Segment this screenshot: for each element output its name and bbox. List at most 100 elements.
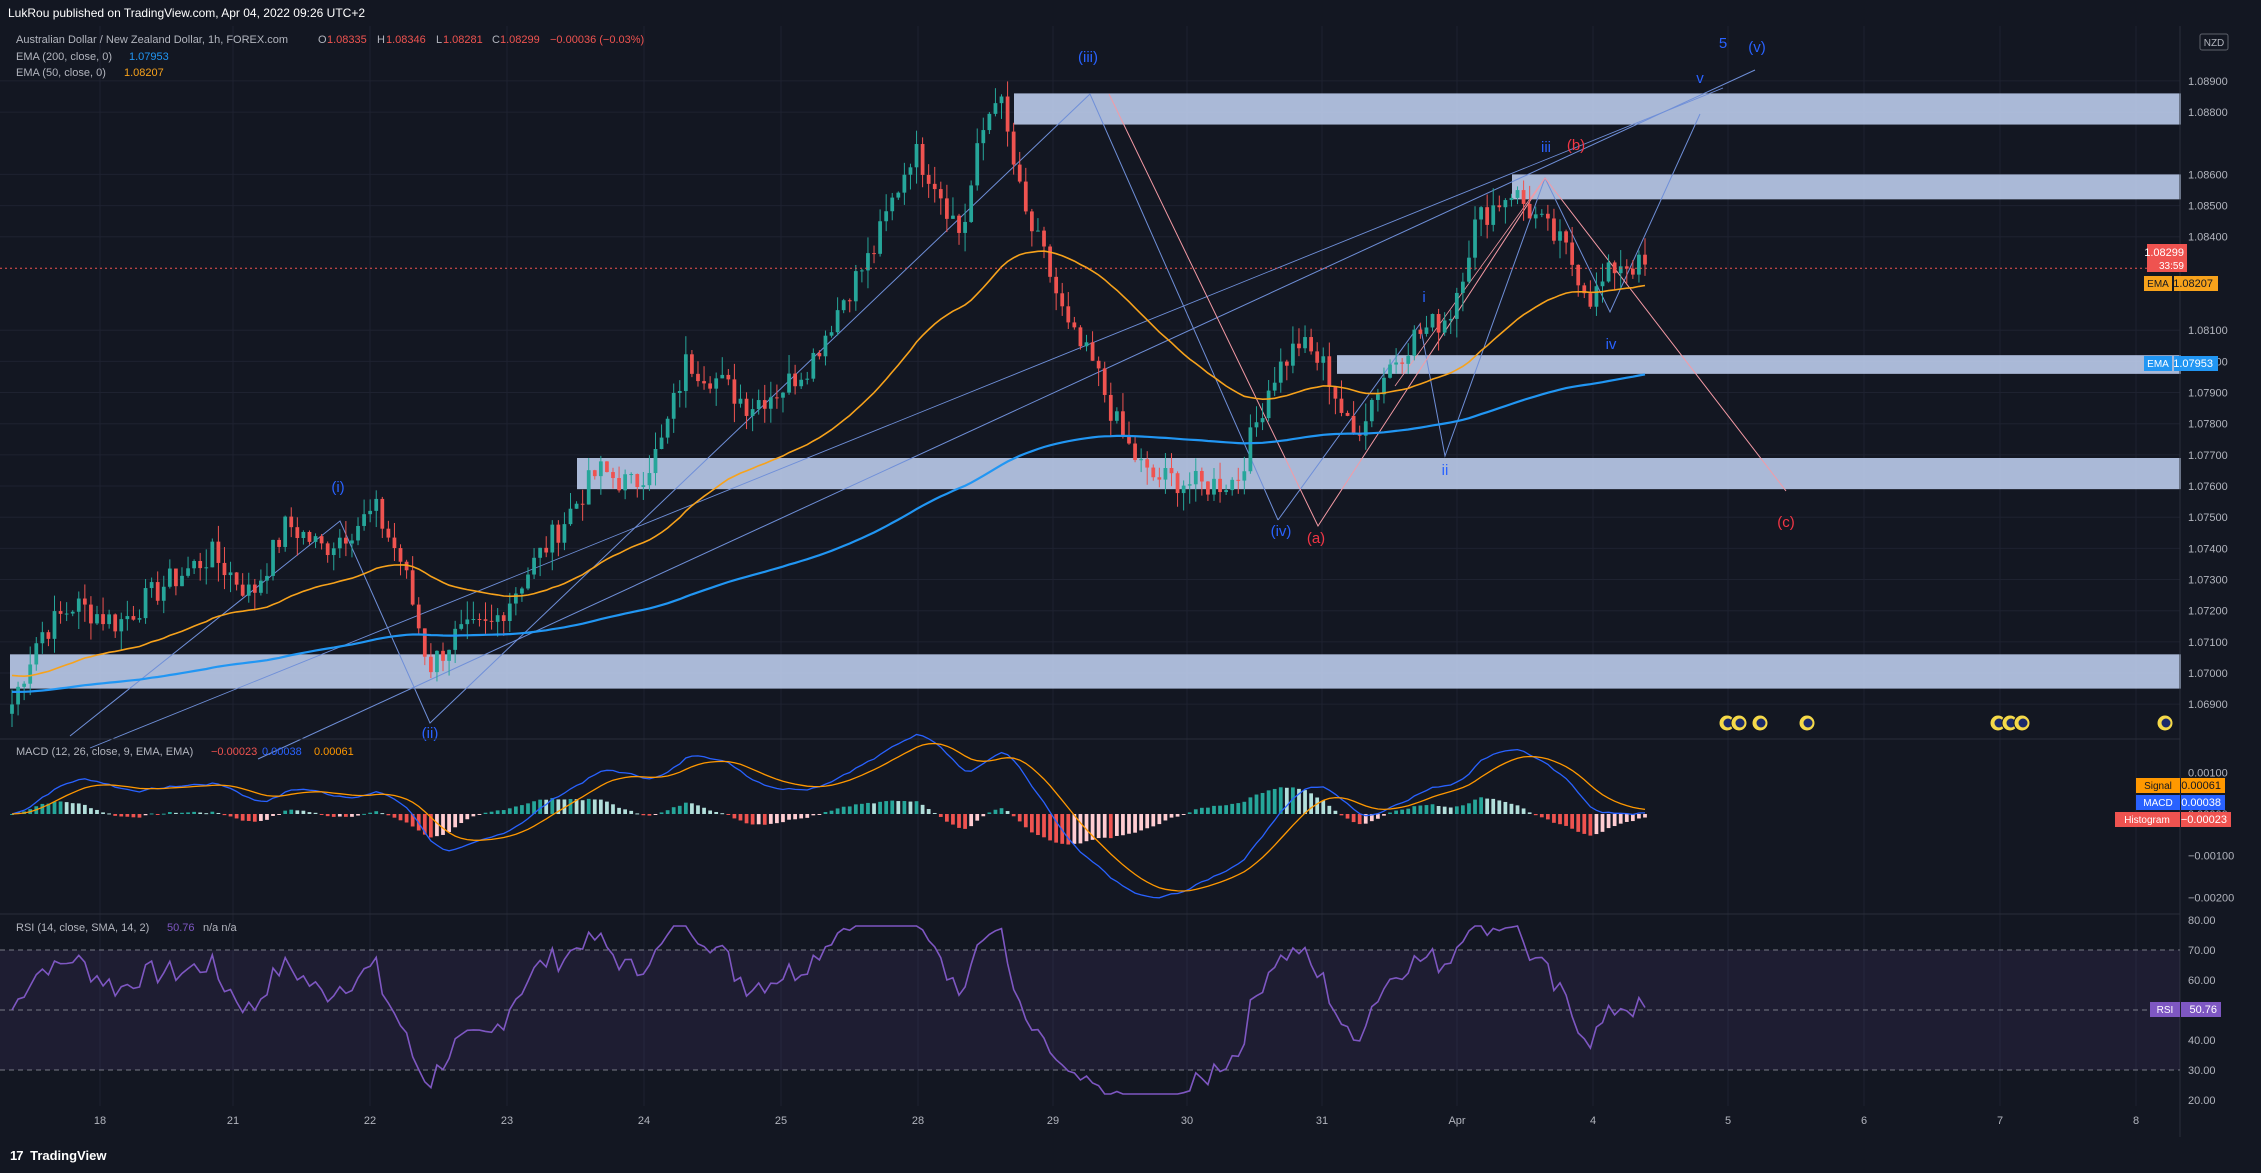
candle-body (1503, 200, 1508, 208)
candle-body (1527, 203, 1532, 219)
candle-body (422, 628, 427, 657)
legend-c-label: C (492, 34, 500, 46)
candle-body (149, 582, 154, 589)
macd-hist-bar (1017, 814, 1022, 822)
rsi-tag-label: RSI (2157, 1005, 2174, 1016)
macd-hist-bar (1127, 814, 1131, 834)
time-tick: 28 (912, 1115, 924, 1127)
legend-macd-label[interactable]: MACD (12, 26, close, 9, EMA, EMA) (16, 746, 193, 758)
time-tick: 29 (1047, 1115, 1059, 1127)
price-tick: 1.08500 (2188, 201, 2228, 213)
macd-hist-bar (993, 809, 998, 814)
macd-hist-bar (1382, 814, 1386, 816)
macd-hist-bar (1388, 812, 1392, 814)
macd-line (11, 733, 1646, 899)
candle-body (653, 449, 658, 474)
wave-correction-2 (1394, 177, 1546, 387)
macd-hist-bar (465, 814, 470, 820)
macd-hist-bar (720, 813, 725, 815)
legend-macd-signal: 0.00061 (314, 746, 354, 758)
macd-hist-bar (829, 810, 834, 814)
legend-o: 1.08335 (327, 34, 367, 46)
macd-hist-bar (756, 814, 761, 825)
candle-body (1291, 343, 1295, 366)
macd-signal-tag: Signal 0.00061 (2136, 778, 2225, 793)
macd-hist-bar (853, 804, 858, 814)
macd-hist-bar (350, 814, 354, 817)
candle-body (313, 536, 318, 542)
candle-body (987, 113, 992, 131)
candle-body (1206, 481, 1210, 495)
macd-hist-bar (1582, 814, 1587, 834)
candle-body (1345, 412, 1350, 416)
candle-body (1630, 268, 1635, 275)
macd-hist-bar (1564, 814, 1568, 826)
tv-brand: TradingView (30, 1148, 107, 1163)
ema50-tag-value: 1.08207 (2173, 278, 2213, 290)
macd-hist-bar (775, 814, 779, 824)
macd-hist-bar (301, 810, 306, 814)
macd-hist-bar (507, 808, 512, 814)
macd-hist-bar (574, 799, 579, 814)
price-tick: 1.08100 (2188, 325, 2228, 337)
candle-body (319, 536, 324, 544)
candle-body (866, 253, 870, 271)
candle-body (337, 537, 342, 549)
candle-body (1582, 285, 1587, 294)
macd-hist-bar (234, 814, 239, 819)
candle-body (1187, 484, 1192, 486)
macd-hist-bar (410, 814, 415, 827)
candle-body (775, 397, 779, 399)
macd-hist-bar (1187, 812, 1192, 814)
macd-hist-bar (1036, 814, 1040, 836)
candle-body (392, 537, 397, 549)
macd-hist-bar (125, 814, 130, 817)
price-tick: 1.08400 (2188, 232, 2228, 244)
candle-body (1643, 254, 1647, 265)
candle-body (1060, 293, 1065, 307)
macd-hist-bar (1291, 787, 1295, 814)
wave-label: (ii) (422, 725, 439, 742)
macd-hist-bar (1400, 809, 1405, 814)
macd-hist-bar (1618, 814, 1623, 824)
macd-hist-bar (1133, 814, 1137, 833)
candle-body (180, 575, 184, 587)
legend-ema200-label[interactable]: EMA (200, close, 0) (16, 51, 112, 63)
macd-hist-bar (149, 813, 154, 815)
price-axis[interactable]: 1.08900 1.08800 1.08600 1.08500 1.08400 1.081… (2188, 76, 2228, 711)
candle-body (714, 378, 719, 389)
candle-body (1218, 478, 1222, 493)
macd-hist-bar (1297, 788, 1301, 814)
macd-hist-bar (768, 814, 773, 824)
macd-hist-bar (932, 812, 937, 814)
time-tick: 25 (775, 1115, 787, 1127)
macd-hist-bar (1576, 814, 1581, 832)
macd-hist-bar (447, 814, 451, 833)
legend-rsi-label[interactable]: RSI (14, close, SMA, 14, 2) (16, 922, 149, 934)
candle-body (441, 650, 445, 661)
macd-hist-bar (896, 801, 901, 814)
tradingview-logo[interactable]: 17 TradingView (10, 1148, 106, 1163)
candle-body (1406, 355, 1411, 364)
macd-hist-bar (538, 799, 543, 814)
candle-body (186, 568, 190, 576)
macd-hist-bar (938, 814, 943, 817)
macd-hist-bar (823, 812, 828, 814)
macd-hist-bar (1333, 810, 1338, 814)
candle-body (787, 373, 791, 393)
macd-hist-bar (1345, 814, 1350, 819)
macd-hist-bar (1078, 814, 1083, 844)
time-tick: 18 (94, 1115, 106, 1127)
event-flag-core (2161, 718, 2171, 728)
candle-body (526, 574, 530, 589)
time-axis[interactable]: 18 21 22 23 24 25 28 29 30 31 Apr 4 5 6 7 8 (94, 1115, 2139, 1127)
macd-hist-bar (951, 814, 955, 825)
macd-hist-bar (975, 814, 980, 821)
legend-ema50-label[interactable]: EMA (50, close, 0) (16, 67, 106, 79)
currency-badge-frame[interactable] (2199, 33, 2229, 51)
legend-rsi-na: n/a n/a (203, 922, 238, 934)
candle-body (10, 704, 14, 714)
macd-hist-bar (325, 814, 330, 817)
candle-body (58, 611, 63, 614)
